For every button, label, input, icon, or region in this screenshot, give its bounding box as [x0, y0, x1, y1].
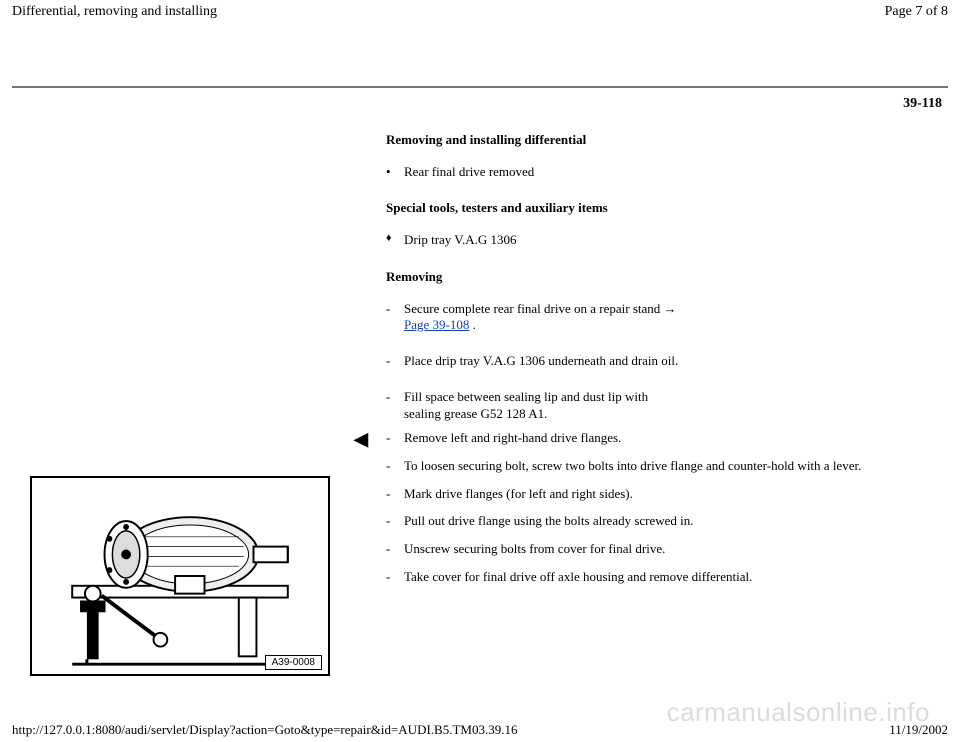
arrow-step-1: - Remove left and right-hand drive flang… — [386, 430, 942, 447]
step-1-post: . — [469, 317, 476, 332]
arrow-step-4: - Pull out drive flange using the bolts … — [386, 513, 942, 530]
step-text: Fill space between sealing lip and dust … — [404, 389, 714, 422]
footer-date: 11/19/2002 — [889, 722, 948, 738]
step-text: Secure complete rear final drive on a re… — [404, 301, 714, 334]
bullet-text: Drip tray V.A.G 1306 — [404, 232, 942, 248]
arrow-left-icon: ◀ — [354, 430, 368, 448]
dash-icon: - — [386, 541, 404, 558]
page-link-39-108[interactable]: Page 39-108 — [404, 317, 469, 332]
footer-url: http://127.0.0.1:8080/audi/servlet/Displ… — [12, 722, 517, 738]
dash-icon: - — [386, 458, 404, 475]
step-text: Unscrew securing bolts from cover for fi… — [404, 541, 942, 558]
dash-icon: - — [386, 430, 404, 447]
step-3: - Fill space between sealing lip and dus… — [386, 389, 942, 422]
step-text: Mark drive flanges (for left and right s… — [404, 486, 942, 503]
step-text: Place drip tray V.A.G 1306 underneath an… — [404, 353, 714, 369]
bullet-dot-icon: • — [386, 164, 404, 180]
right-column: Removing and installing differential • R… — [368, 122, 942, 430]
dash-icon: - — [386, 353, 404, 369]
figure-container: A39-0008 — [30, 466, 330, 676]
step-1: - Secure complete rear final drive on a … — [386, 301, 942, 334]
step-text: Remove left and right-hand drive flanges… — [404, 430, 942, 447]
step-text: Take cover for final drive off axle hous… — [404, 569, 942, 586]
page-footer: http://127.0.0.1:8080/audi/servlet/Displ… — [0, 722, 960, 738]
arrow-step-5: - Unscrew securing bolts from cover for … — [386, 541, 942, 558]
figure-label: A39-0008 — [265, 655, 322, 670]
bullet-diamond-icon: ♦ — [386, 232, 404, 246]
heading-removing: Removing — [386, 269, 942, 285]
figure-differential-on-stand: A39-0008 — [30, 476, 330, 676]
arrow-step-6: - Take cover for final drive off axle ho… — [386, 569, 942, 586]
figure-illustration-icon — [32, 478, 328, 674]
step-2: - Place drip tray V.A.G 1306 underneath … — [386, 353, 942, 369]
page: Differential, removing and installing Pa… — [0, 0, 960, 742]
arrow-link-icon: → — [664, 301, 677, 316]
bullet-rear-final-drive: • Rear final drive removed — [386, 164, 942, 180]
dash-icon: - — [386, 486, 404, 503]
arrow-step-3: - Mark drive flanges (for left and right… — [386, 486, 942, 503]
step-text: Pull out drive flange using the bolts al… — [404, 513, 942, 530]
heading-main: Removing and installing differential — [386, 132, 942, 148]
dash-icon: - — [386, 389, 404, 405]
page-header: Differential, removing and installing Pa… — [0, 0, 960, 26]
arrow-right-col: - Remove left and right-hand drive flang… — [368, 430, 942, 597]
left-column-spacer — [18, 122, 368, 430]
content-row-top: Removing and installing differential • R… — [0, 112, 960, 430]
header-page-number: Page 7 of 8 — [885, 4, 948, 20]
section-number: 39-118 — [0, 88, 960, 112]
arrow-step-2: - To loosen securing bolt, screw two bol… — [386, 458, 942, 475]
step-1-pre: Secure complete rear final drive on a re… — [404, 301, 664, 316]
dash-icon: - — [386, 569, 404, 586]
arrow-left-col: ◀ — [18, 430, 368, 448]
heading-special-tools: Special tools, testers and auxiliary ite… — [386, 200, 942, 216]
dash-icon: - — [386, 513, 404, 530]
bullet-text: Rear final drive removed — [404, 164, 942, 180]
bullet-drip-tray: ♦ Drip tray V.A.G 1306 — [386, 232, 942, 248]
header-title: Differential, removing and installing — [12, 4, 217, 20]
dash-icon: - — [386, 301, 404, 317]
step-text: To loosen securing bolt, screw two bolts… — [404, 458, 942, 475]
